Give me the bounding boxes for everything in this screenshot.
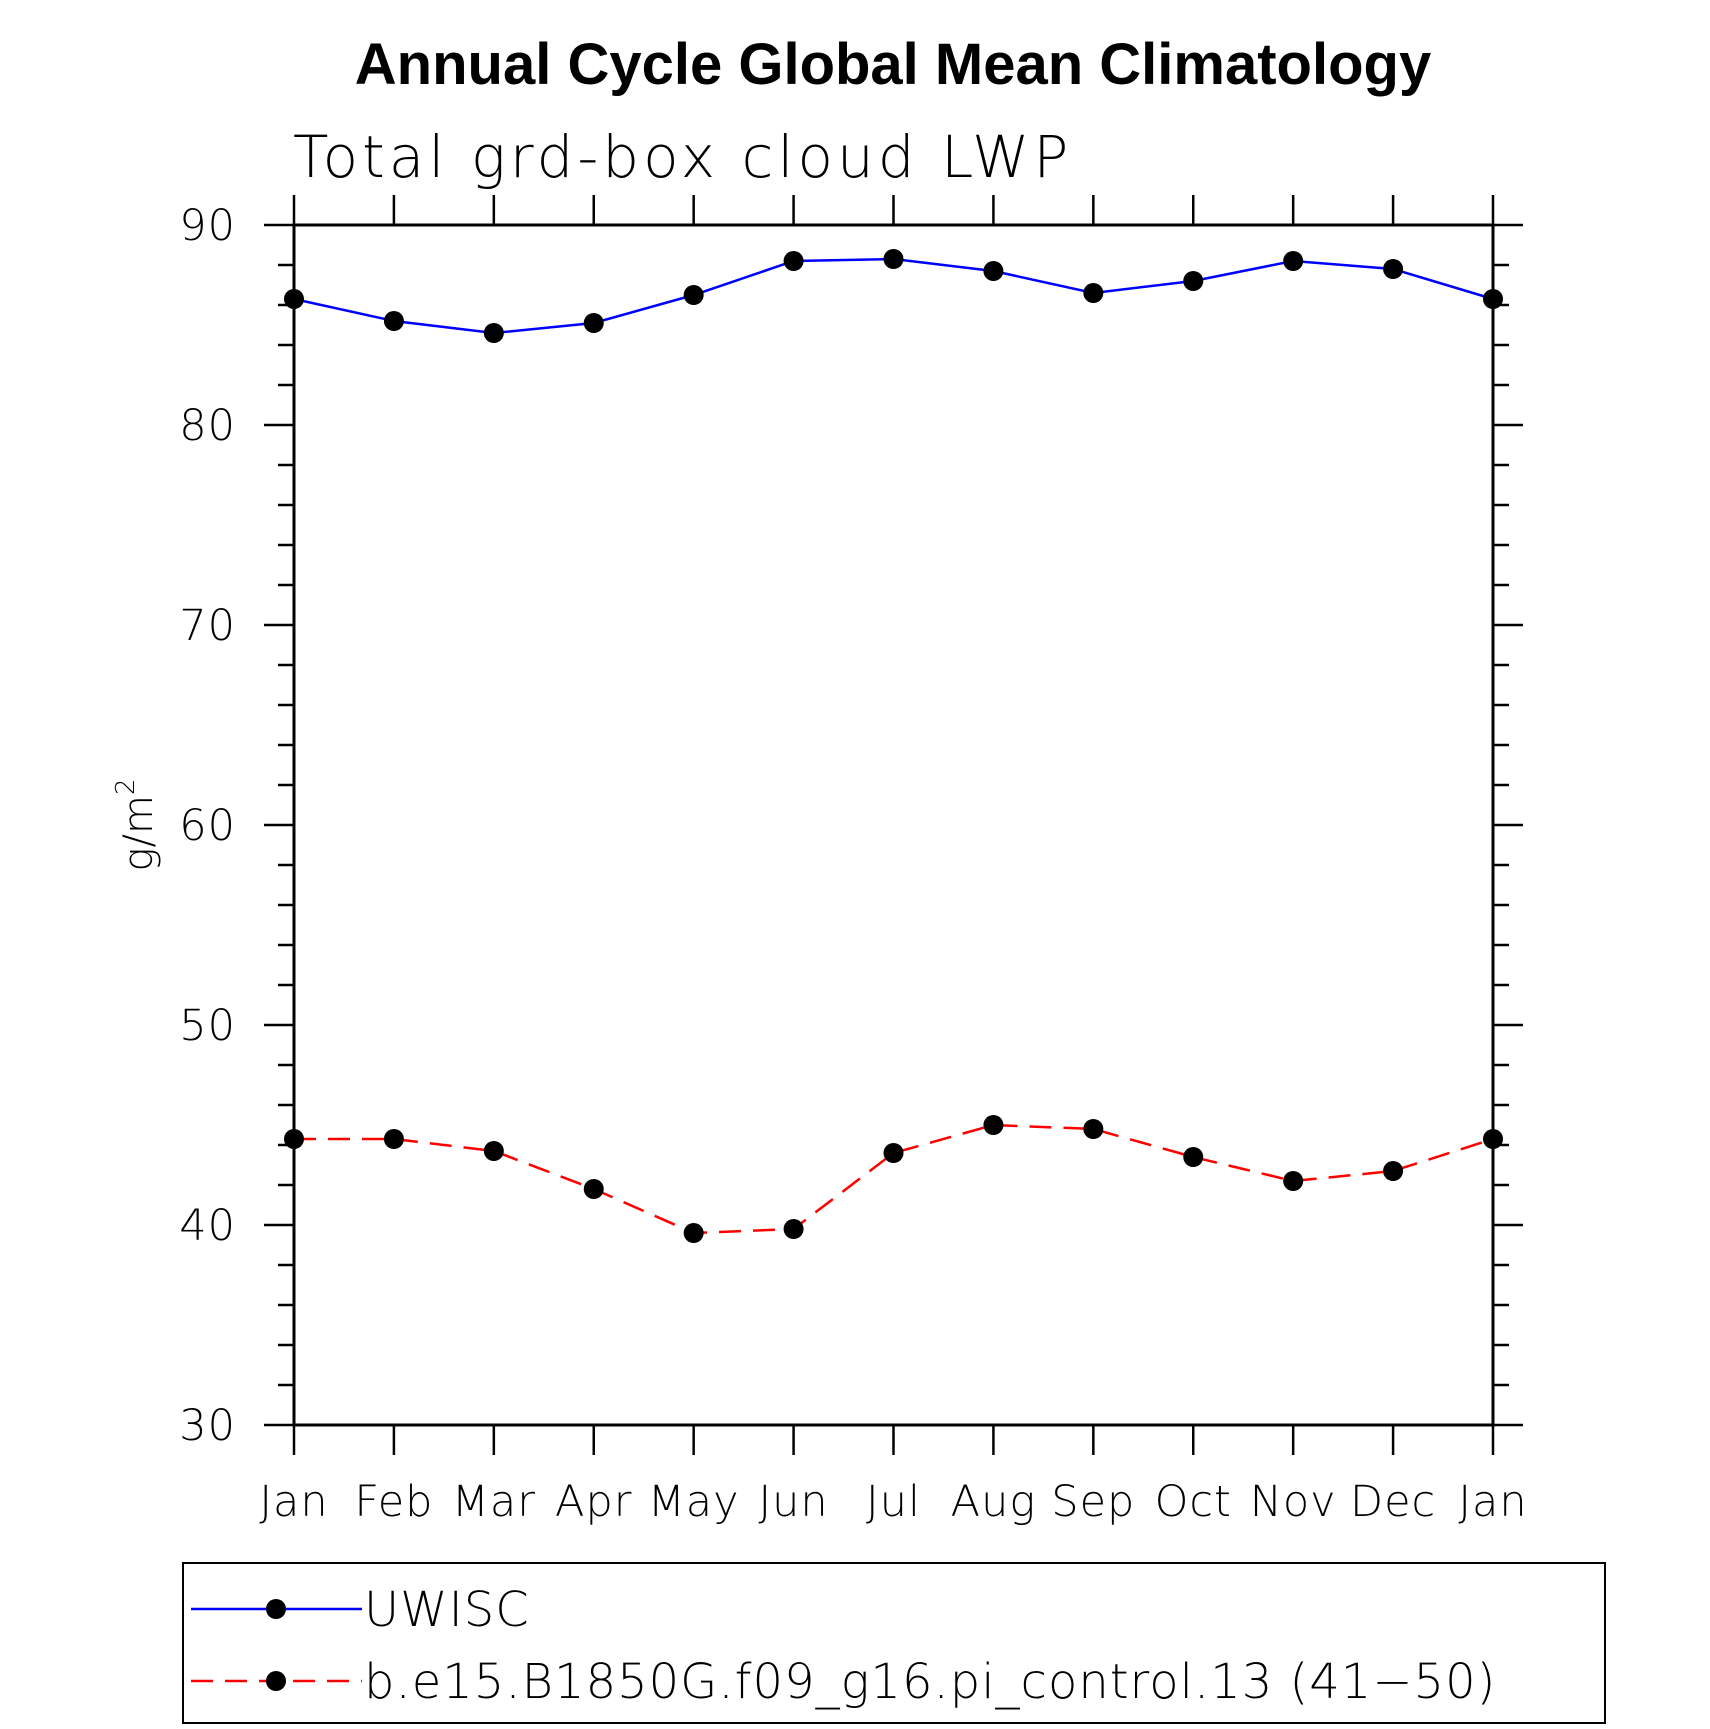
data-point (883, 249, 904, 269)
y-tick-label: 90 (179, 201, 236, 251)
data-point (383, 1129, 404, 1149)
x-tick-label: Aug (951, 1477, 1036, 1527)
data-point (1083, 1119, 1104, 1139)
data-point (983, 261, 1004, 281)
data-point (1183, 271, 1204, 291)
data-point (1383, 1161, 1404, 1181)
axis-ticks (264, 195, 1523, 1455)
y-axis-label-superscript: 2 (111, 779, 141, 796)
data-point (483, 1141, 504, 1161)
y-tick-label: 40 (179, 1201, 236, 1251)
x-tick-label: Apr (555, 1477, 632, 1527)
x-tick-label: Nov (1250, 1477, 1337, 1527)
series-1 (284, 249, 1503, 343)
series-layer (284, 249, 1503, 1243)
x-tick-label: Jul (866, 1477, 921, 1527)
data-point (284, 289, 304, 309)
data-point (483, 323, 504, 343)
x-tick-label: Feb (354, 1477, 433, 1527)
legend-marker (266, 1671, 286, 1691)
legend-item-2: b.e15.B1850G.f09_g16.pi_control.13 (41−5… (191, 1654, 1496, 1710)
x-tick-label: Jun (758, 1477, 828, 1527)
data-point (583, 1179, 604, 1199)
x-tick-label: May (648, 1477, 740, 1527)
y-tick-label: 50 (179, 1001, 236, 1051)
legend-marker (266, 1599, 286, 1619)
x-tick-label: Jan (259, 1477, 328, 1527)
data-point (1483, 1129, 1503, 1149)
data-point (983, 1115, 1004, 1135)
data-point (284, 1129, 304, 1149)
chart-subtitle: Total grd-box cloud LWP (293, 123, 1072, 191)
data-point (1283, 251, 1304, 271)
plot-frame (292, 223, 1495, 1427)
legend: UWISC b.e15.B1850G.f09_g16.pi_control.13 … (191, 1582, 1496, 1710)
data-point (1183, 1147, 1204, 1167)
legend-label: UWISC (364, 1582, 530, 1638)
series-line (294, 1123, 1494, 1235)
data-point (683, 285, 704, 305)
x-tick-label: Oct (1155, 1477, 1232, 1527)
y-tick-label: 80 (179, 401, 236, 451)
series-2 (284, 1115, 1503, 1243)
x-tick-label: Jan (1458, 1477, 1527, 1527)
y-tick-label: 30 (179, 1401, 236, 1451)
chart-title: Annual Cycle Global Mean Climatology (355, 32, 1431, 97)
data-point (583, 313, 604, 333)
tick-labels: Jan Feb Mar Apr May Jun Jul Aug Sep Oct Nov Dec Jan 3… (179, 201, 1527, 1527)
legend-box (182, 1562, 1606, 1724)
x-tick-label: Dec (1350, 1477, 1436, 1527)
data-point (1383, 259, 1404, 279)
x-tick-label: Mar (452, 1477, 536, 1527)
data-point (783, 251, 804, 271)
data-point (1483, 289, 1503, 309)
data-point (683, 1223, 704, 1243)
series-line (293, 257, 1494, 335)
y-axis-label-text: g/m (116, 795, 162, 871)
legend-label: b.e15.B1850G.f09_g16.pi_control.13 (41−5… (364, 1654, 1496, 1710)
svg-text:g/m2: g/m2 (111, 779, 162, 872)
data-point (1283, 1171, 1304, 1191)
y-axis-label: g/m2 (111, 779, 162, 872)
y-tick-label: 70 (179, 601, 236, 651)
x-tick-label: Sep (1051, 1477, 1135, 1527)
data-point (1083, 283, 1104, 303)
data-point (883, 1143, 904, 1163)
y-tick-label: 60 (179, 801, 236, 851)
legend-item-1: UWISC (191, 1582, 530, 1638)
data-point (783, 1219, 804, 1239)
data-point (383, 311, 404, 331)
